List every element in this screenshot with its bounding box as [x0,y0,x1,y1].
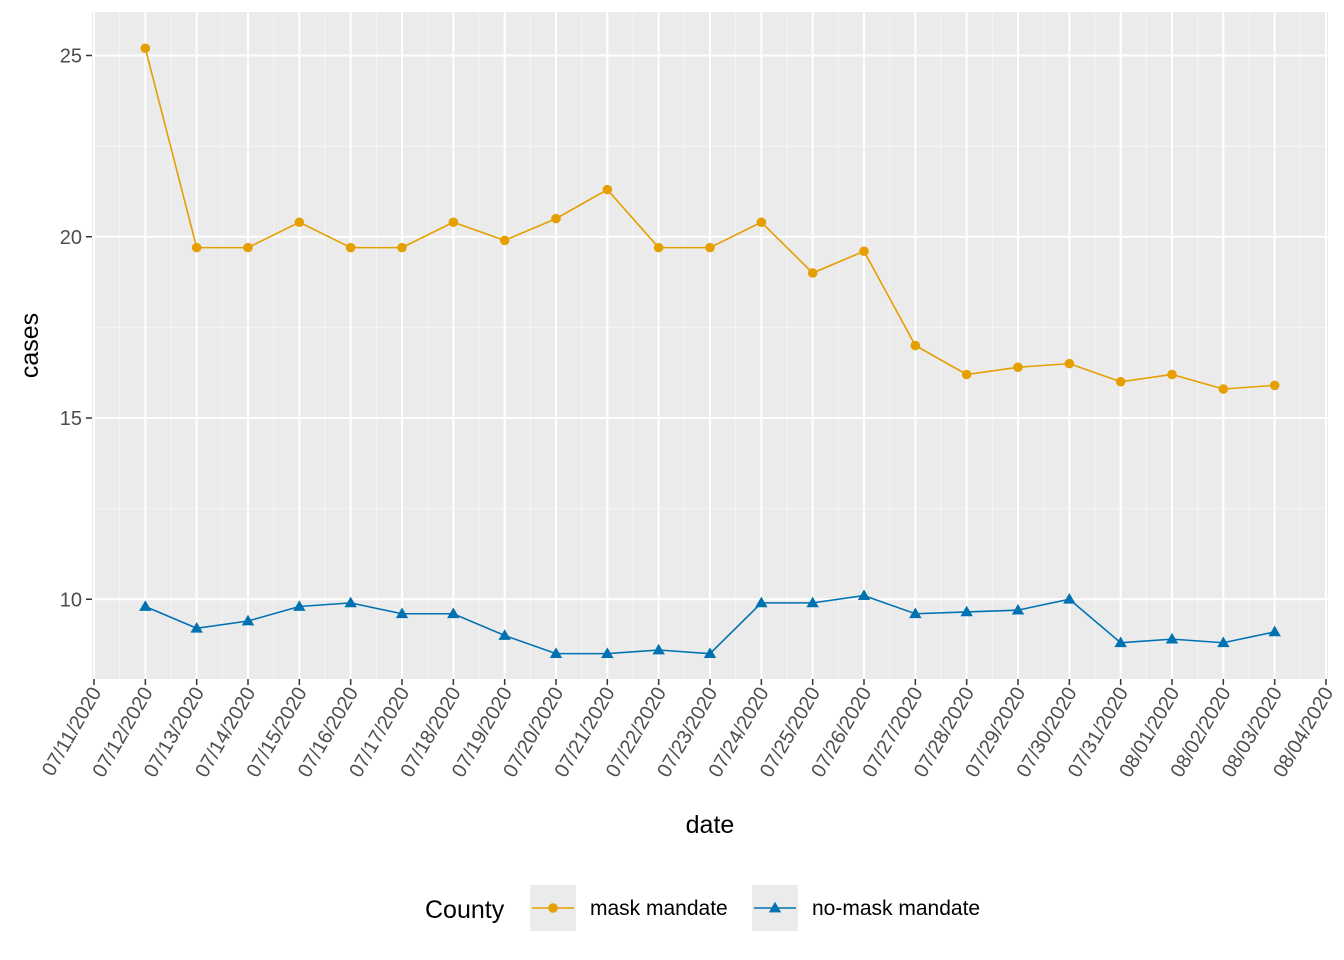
data-point [1167,369,1177,380]
data-point [1115,376,1126,387]
data-point [1165,632,1179,644]
legend-label: no-mask mandate [812,897,980,920]
data-point [1217,636,1230,648]
data-point [602,184,613,195]
data-point [294,217,305,228]
data-point [960,605,973,617]
data-point [191,242,202,253]
data-point [447,607,460,619]
data-point [705,242,715,253]
data-point [806,596,819,608]
series-layer [139,43,1281,658]
data-point [243,242,253,253]
data-point [859,246,869,257]
data-point [1218,384,1229,394]
x-axis-title: date [686,811,735,839]
minor-gridlines [92,12,1328,679]
data-point [909,607,922,619]
y-tick-label: 25 [60,46,82,68]
legend-key-marker [548,903,558,913]
legend: County mask mandate no-mask mandate [425,885,980,931]
series-mask-mandate [140,43,1280,394]
data-point [190,622,203,633]
data-point [1013,362,1023,373]
data-point [1268,625,1281,637]
data-point [499,235,510,246]
data-point [703,647,717,658]
y-tick-label: 20 [60,227,82,249]
legend-title: County [425,896,505,924]
data-point [551,213,561,224]
data-point [448,217,459,228]
y-tick-label: 10 [60,589,82,611]
data-point [395,607,409,619]
y-axis-title: cases [16,313,44,378]
data-point [1114,636,1127,648]
data-point [549,647,563,658]
data-point [910,340,921,351]
data-point [652,643,665,655]
data-point [344,596,357,608]
data-point [857,589,871,600]
data-point [293,600,306,611]
data-point [1011,603,1025,615]
data-point [241,614,255,626]
series-no-mask-mandate [139,589,1281,658]
data-point [498,629,511,640]
data-point [1063,593,1076,604]
data-point [756,217,767,228]
data-point [755,596,768,608]
legend-label: mask mandate [590,897,728,920]
data-point [1269,380,1280,391]
data-point [345,242,356,253]
x-axis: 07/11/202007/12/202007/13/202007/14/2020… [38,679,1338,781]
data-point [397,242,407,253]
data-point [807,268,818,278]
data-point [653,242,664,253]
y-axis: 10 15 20 25 [60,46,92,611]
data-point [961,369,972,380]
data-point [140,43,151,54]
y-tick-label: 15 [60,408,82,430]
major-gridlines [92,12,1328,679]
legend-key-marker [768,901,782,913]
data-point [139,600,152,611]
data-point [601,647,614,658]
data-point [1064,358,1075,369]
